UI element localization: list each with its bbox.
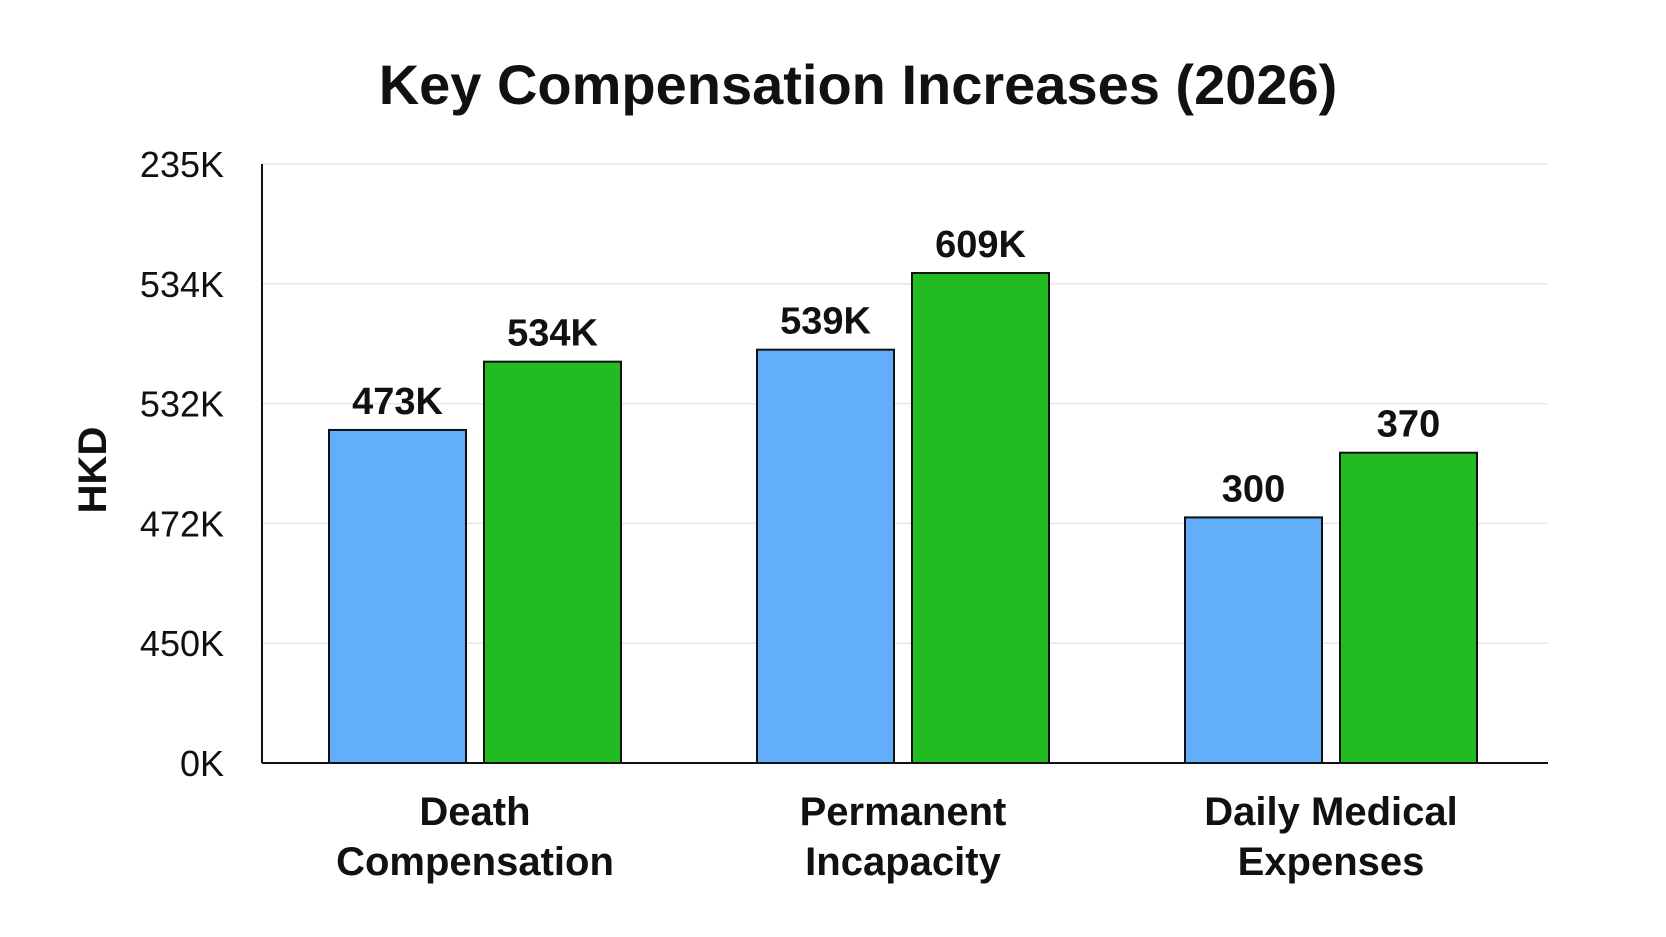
bar-before — [1184, 516, 1323, 764]
data-label: 300 — [1222, 468, 1285, 510]
data-label: 473K — [352, 381, 443, 423]
y-tick-labels: 0K 450K 472K 532K 534K 235K — [140, 144, 224, 784]
bar-after — [911, 272, 1050, 764]
category-label: Permanent — [800, 790, 1007, 834]
chart-title: Key Compensation Increases (2026) — [379, 53, 1338, 116]
data-label: 534K — [507, 313, 598, 355]
y-tick-label: 0K — [180, 743, 224, 784]
y-tick-label: 472K — [140, 503, 224, 544]
y-tick-label: 450K — [140, 623, 224, 664]
category-label: Expenses — [1238, 840, 1425, 884]
category-label: Compensation — [336, 840, 614, 884]
bar-before — [756, 348, 895, 764]
bar-after — [1339, 451, 1478, 764]
data-label: 539K — [780, 301, 871, 343]
data-label: 370 — [1377, 404, 1440, 446]
data-labels: 473K 539K 300 534K 609K 370 — [352, 224, 1440, 510]
y-tick-label: 235K — [140, 144, 224, 185]
category-label: Incapacity — [805, 840, 1001, 884]
y-axis-label: HKD — [71, 427, 115, 514]
y-tick-label: 532K — [140, 384, 224, 425]
data-label: 609K — [935, 224, 1026, 266]
bars — [328, 272, 1478, 764]
category-label: Death — [419, 790, 530, 834]
category-label: Daily Medical — [1204, 790, 1457, 834]
gridlines — [262, 163, 1548, 644]
bar-before — [328, 428, 467, 764]
y-tick-label: 534K — [140, 264, 224, 305]
bar-after — [483, 360, 622, 764]
category-labels: Death Compensation Permanent Incapacity Dail… — [336, 790, 1458, 884]
